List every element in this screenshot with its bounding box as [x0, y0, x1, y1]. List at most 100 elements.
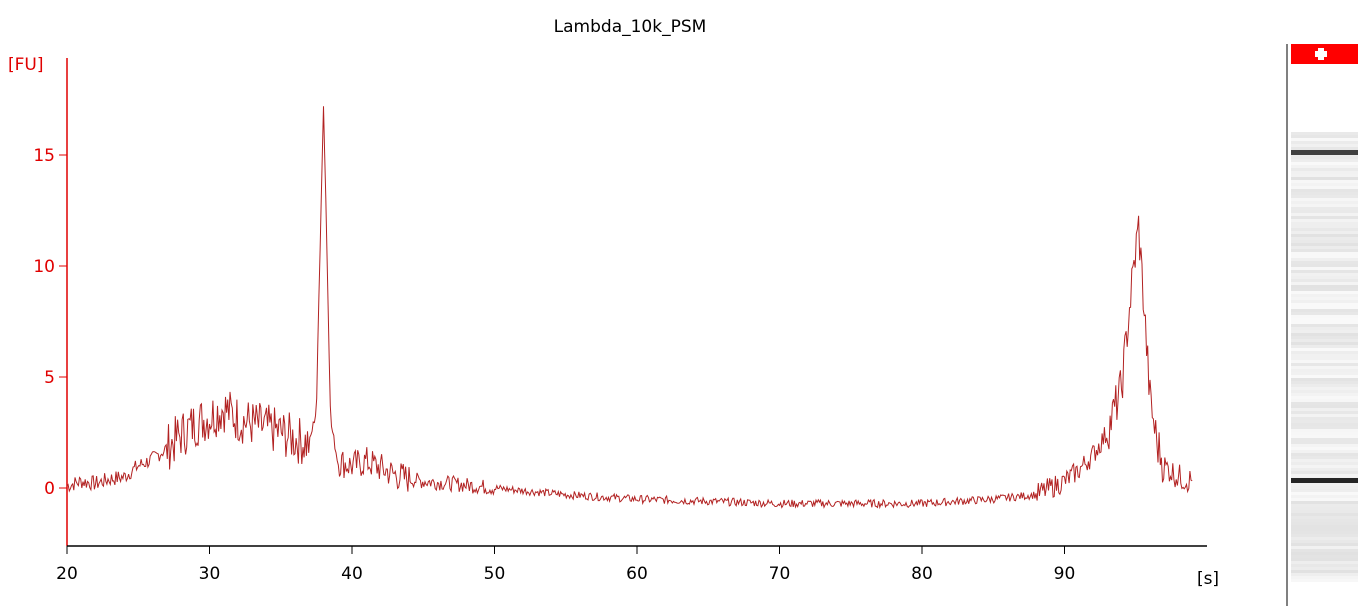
fluorescence-trace — [66, 106, 1193, 510]
gel-lane-stripe — [1291, 177, 1358, 180]
gel-lane-stripe — [1291, 270, 1358, 273]
gel-lane-stripe — [1291, 450, 1358, 453]
gel-lane-stripe — [1291, 495, 1358, 498]
gel-lane-stripe — [1291, 498, 1358, 501]
gel-lane-stripe — [1291, 351, 1358, 354]
gel-lane-stripe — [1291, 558, 1358, 561]
gel-lane-stripe — [1291, 216, 1358, 219]
gel-lane-stripe — [1291, 378, 1358, 381]
gel-lane-stripe — [1291, 339, 1358, 342]
gel-lane-stripe — [1291, 546, 1358, 549]
gel-lane-stripe — [1291, 246, 1358, 249]
gel-lane-stripe — [1291, 249, 1358, 252]
gel-lane-stripe — [1291, 333, 1358, 336]
gel-lane-stripe — [1291, 447, 1358, 450]
gel-lane-stripe — [1291, 552, 1358, 555]
gel-lane-stripe — [1291, 567, 1358, 570]
y-tick-label: 0 — [44, 479, 55, 499]
gel-lane-stripe — [1291, 252, 1358, 255]
gel-lane-stripe — [1291, 156, 1358, 159]
gel-lane-stripe — [1291, 441, 1358, 444]
gel-lane-stripe — [1291, 261, 1358, 264]
gel-lane-stripe — [1291, 318, 1358, 321]
gel-lane-stripe — [1291, 183, 1358, 186]
gel-lane-stripe — [1291, 489, 1358, 492]
x-tick-label: 40 — [341, 564, 363, 584]
gel-lane-stripe — [1291, 414, 1358, 417]
gel-lane-stripe — [1291, 147, 1358, 150]
y-tick-label: 5 — [44, 368, 55, 388]
gel-lane-stripe — [1291, 357, 1358, 360]
gel-lane-stripe — [1291, 534, 1358, 537]
gel-lane-stripe — [1291, 282, 1358, 285]
gel-lane-bands — [1291, 132, 1358, 582]
gel-lane-stripe — [1291, 507, 1358, 510]
gel-lane-stripe — [1291, 276, 1358, 279]
gel-lane-stripe — [1291, 423, 1358, 426]
gel-lane-stripe — [1291, 549, 1358, 552]
y-tick-label: 10 — [33, 257, 55, 277]
gel-lane-stripe — [1291, 375, 1358, 378]
gel-lane-stripe — [1291, 159, 1358, 162]
gel-lane-stripe — [1291, 504, 1358, 507]
gel-lane-stripe — [1291, 408, 1358, 411]
gel-lane-stripe — [1291, 303, 1358, 306]
gel-lane-stripe — [1291, 294, 1358, 297]
gel-band-1 — [1291, 478, 1358, 483]
gel-lane-stripe — [1291, 483, 1358, 486]
gel-lane-stripe — [1291, 192, 1358, 195]
gel-lane-stripe — [1291, 198, 1358, 201]
gel-lane-stripe — [1291, 462, 1358, 465]
gel-lane-stripe — [1291, 312, 1358, 315]
gel-lane-stripe — [1291, 279, 1358, 282]
gel-lane-stripe — [1291, 165, 1358, 168]
gel-lane-stripe — [1291, 327, 1358, 330]
gel-lane-stripe — [1291, 519, 1358, 522]
gel-lane-stripe — [1291, 492, 1358, 495]
gel-lane-stripe — [1291, 429, 1358, 432]
gel-lane-stripe — [1291, 234, 1358, 237]
gel-lane-stripe — [1291, 186, 1358, 189]
gel-lane-stripe — [1291, 135, 1358, 138]
gel-lane-stripe — [1291, 336, 1358, 339]
gel-lane-stripe — [1291, 384, 1358, 387]
gel-lane-stripe — [1291, 210, 1358, 213]
gel-lane-stripe — [1291, 555, 1358, 558]
gel-lane-stripe — [1291, 144, 1358, 147]
gel-lane-stripe — [1291, 213, 1358, 216]
gel-lane-stripe — [1291, 219, 1358, 222]
x-tick-label: 50 — [484, 564, 506, 584]
gel-lane-stripe — [1291, 264, 1358, 267]
gel-lane-stripe — [1291, 225, 1358, 228]
gel-lane-stripe — [1291, 540, 1358, 543]
gel-lane-stripe — [1291, 390, 1358, 393]
y-tick-label: 15 — [33, 146, 55, 166]
gel-lane-stripe — [1291, 510, 1358, 513]
gel-lane-stripe — [1291, 243, 1358, 246]
gel-lane-stripe — [1291, 438, 1358, 441]
gel-lane-stripe — [1291, 372, 1358, 375]
gel-lane-stripe — [1291, 363, 1358, 366]
gel-lane-stripe — [1291, 162, 1358, 165]
gel-lane-stripe — [1291, 411, 1358, 414]
gel-lane-stripe — [1291, 222, 1358, 225]
gel-lane-stripe — [1291, 573, 1358, 576]
gel-lane-stripe — [1291, 132, 1358, 135]
gel-lane-stripe — [1291, 207, 1358, 210]
gel-lane-stripe — [1291, 342, 1358, 345]
gel-lane-stripe — [1291, 399, 1358, 402]
gel-lane-stripe — [1291, 474, 1358, 477]
y-axis-unit-label: [FU] — [8, 55, 44, 75]
gel-lane-stripe — [1291, 291, 1358, 294]
x-ticks: 20 30 40 50 60 70 80 90 — [56, 546, 1075, 584]
gel-lane-stripe — [1291, 345, 1358, 348]
gel-lane-stripe — [1291, 297, 1358, 300]
gel-lane-stripe — [1291, 435, 1358, 438]
gel-lane-stripe — [1291, 309, 1358, 312]
gel-lane-stripe — [1291, 168, 1358, 171]
gel-lane-stripe — [1291, 231, 1358, 234]
lane-marker-icon — [1315, 48, 1327, 60]
gel-lane-stripe — [1291, 324, 1358, 327]
gel-lane-stripe — [1291, 306, 1358, 309]
